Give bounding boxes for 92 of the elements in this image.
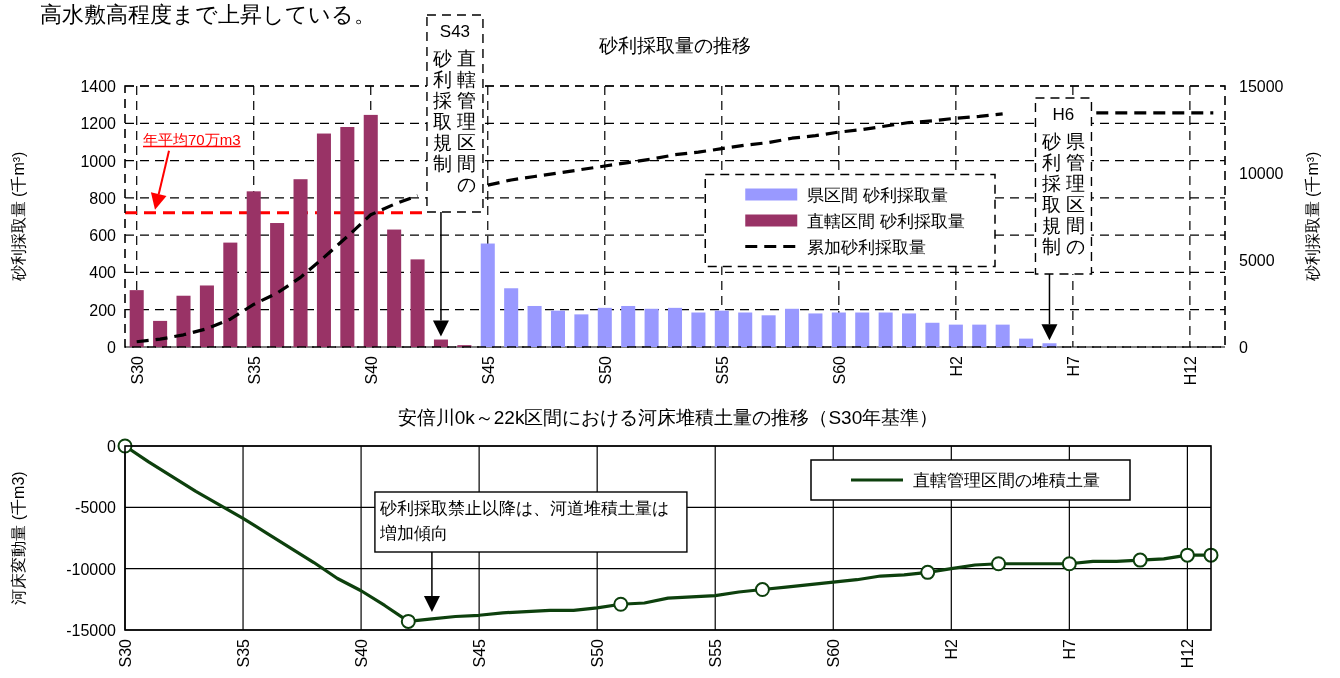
bar bbox=[948, 324, 963, 347]
y2-tick-label: 5000 bbox=[1239, 252, 1275, 269]
y-axis-title: 砂利採取量 (千m³) bbox=[10, 151, 27, 283]
bar bbox=[550, 310, 565, 347]
x-tick-label: S50 bbox=[589, 638, 607, 668]
y-tick-label: 600 bbox=[89, 227, 117, 245]
x-tick-label: H7 bbox=[1064, 355, 1082, 377]
annotation: 砂利採取禁止以降は、河道堆積土量は増加傾向 bbox=[378, 499, 669, 543]
legend-label: 直轄区間 砂利採取量 bbox=[807, 211, 965, 231]
x-tick-label: H2 bbox=[943, 638, 961, 660]
bar bbox=[246, 191, 261, 347]
bar bbox=[691, 312, 706, 347]
bar bbox=[293, 179, 308, 347]
legend-label: 県区間 砂利採取量 bbox=[807, 185, 948, 205]
chart-title: 安倍川0k～22k区間における河床堆積土量の推移（S30年基準） bbox=[397, 407, 939, 428]
point bbox=[920, 564, 936, 580]
bar bbox=[738, 312, 753, 347]
bar bbox=[340, 127, 355, 347]
x-tick-label: S60 bbox=[825, 638, 843, 668]
point bbox=[400, 613, 416, 629]
y-tick-label: -5000 bbox=[75, 499, 117, 517]
y2-tick-label: 0 bbox=[1239, 339, 1248, 356]
x-tick-label: H2 bbox=[947, 355, 965, 377]
legend: 直轄管理区間の堆積土量 bbox=[810, 459, 1131, 501]
y-tick-label: 1200 bbox=[80, 115, 117, 133]
bar bbox=[714, 310, 729, 347]
bar bbox=[621, 305, 636, 347]
y-tick-label: -10000 bbox=[66, 560, 117, 578]
bar bbox=[480, 243, 495, 347]
point bbox=[613, 596, 629, 612]
x-tick-label: H7 bbox=[1061, 638, 1079, 660]
y-tick-label: 0 bbox=[107, 339, 117, 356]
bar bbox=[363, 114, 378, 347]
x-tick-label: S30 bbox=[128, 355, 146, 385]
x-tick-label: S40 bbox=[353, 638, 371, 668]
bar bbox=[667, 307, 683, 347]
y-tick-label: 1000 bbox=[80, 152, 117, 170]
chart-title: 砂利採取量の推移 bbox=[598, 35, 751, 56]
y2-tick-label: 15000 bbox=[1239, 78, 1284, 95]
y-tick-label: 200 bbox=[89, 301, 117, 319]
bar bbox=[761, 315, 776, 347]
y-tick-label: 0 bbox=[107, 438, 117, 455]
point bbox=[1132, 552, 1148, 568]
bar bbox=[855, 312, 870, 347]
y2-tick-label: 10000 bbox=[1239, 165, 1284, 182]
x-tick-label: H12 bbox=[1181, 355, 1199, 386]
x-tick-label: S40 bbox=[362, 355, 380, 385]
x-tick-label: H12 bbox=[1179, 638, 1197, 669]
bar bbox=[527, 305, 542, 347]
y-tick-label: 800 bbox=[89, 189, 117, 207]
bar bbox=[270, 223, 285, 347]
bar bbox=[878, 312, 893, 347]
bar bbox=[925, 322, 940, 347]
x-tick-label: S35 bbox=[245, 355, 263, 385]
y-tick-label: 400 bbox=[89, 264, 117, 282]
bar bbox=[785, 308, 800, 347]
point bbox=[754, 582, 770, 598]
y-tick-label: 1400 bbox=[80, 78, 117, 95]
bar bbox=[644, 308, 659, 347]
bar bbox=[176, 295, 191, 347]
y-axis-title: 河床変動量 (千m3) bbox=[10, 471, 27, 605]
point bbox=[1179, 547, 1195, 563]
x-tick-label: S45 bbox=[479, 355, 497, 385]
bar bbox=[902, 313, 917, 347]
ref-line-label: 年平均70万m3 bbox=[143, 130, 241, 148]
y2-axis-title: 砂利採取量 (千m³) bbox=[1304, 151, 1321, 283]
legend-label: 直轄管理区間の堆積土量 bbox=[913, 471, 1100, 490]
x-tick-label: S55 bbox=[713, 355, 731, 385]
y-tick-label: -15000 bbox=[66, 622, 117, 639]
x-tick-label: S35 bbox=[235, 638, 253, 668]
bar bbox=[199, 285, 214, 347]
legend-label: 累加砂利採取量 bbox=[807, 237, 927, 257]
bar bbox=[129, 290, 144, 347]
bar bbox=[1042, 343, 1057, 347]
point bbox=[1061, 556, 1077, 572]
bar bbox=[410, 259, 425, 347]
bar bbox=[808, 313, 823, 347]
x-tick-label: S50 bbox=[596, 355, 614, 385]
bar bbox=[972, 324, 987, 347]
x-tick-label: S60 bbox=[830, 355, 848, 385]
x-tick-label: S45 bbox=[471, 638, 489, 668]
bar bbox=[831, 312, 846, 347]
bar bbox=[223, 242, 238, 347]
bar bbox=[387, 229, 402, 347]
bar bbox=[574, 314, 589, 347]
bar bbox=[316, 133, 331, 347]
x-tick-label: S55 bbox=[707, 638, 725, 668]
bar bbox=[995, 324, 1010, 347]
x-tick-label: S30 bbox=[117, 638, 134, 668]
bar bbox=[597, 307, 612, 347]
point bbox=[991, 556, 1007, 572]
bar bbox=[504, 288, 519, 347]
